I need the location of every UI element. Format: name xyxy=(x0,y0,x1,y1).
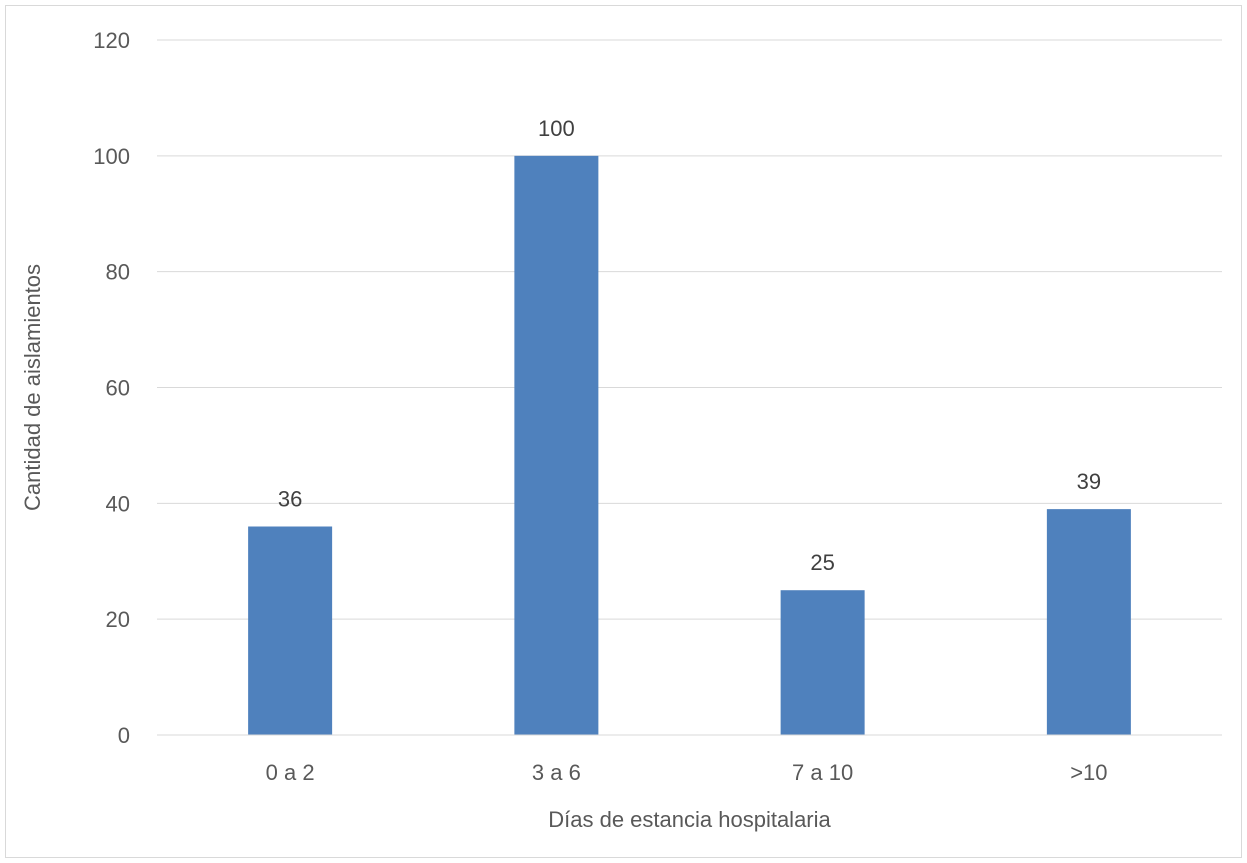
y-tick-label: 0 xyxy=(118,723,130,748)
x-tick-label: >10 xyxy=(1070,760,1107,785)
bar-2 xyxy=(514,155,599,736)
y-tick-label: 40 xyxy=(106,491,130,516)
y-tick-label: 100 xyxy=(93,144,130,169)
data-labels: 36 100 25 39 xyxy=(278,116,1101,575)
x-tick-label: 3 a 6 xyxy=(532,760,581,785)
bar-4 xyxy=(1046,509,1131,735)
y-axis-title: Cantidad de aislamientos xyxy=(20,264,45,511)
x-axis-ticks: 0 a 2 3 a 6 7 a 10 >10 xyxy=(266,760,1108,785)
chart-frame xyxy=(5,5,1242,858)
y-axis-ticks: 0 20 40 60 80 100 120 xyxy=(93,28,130,748)
bar-3 xyxy=(780,590,865,735)
y-tick-label: 20 xyxy=(106,607,130,632)
bar-1 xyxy=(248,526,333,735)
data-label: 36 xyxy=(278,487,302,512)
bars xyxy=(248,155,1131,736)
y-tick-label: 120 xyxy=(93,28,130,53)
data-label: 100 xyxy=(538,116,575,141)
y-tick-label: 60 xyxy=(106,376,130,401)
data-label: 25 xyxy=(810,550,834,575)
y-tick-label: 80 xyxy=(106,260,130,285)
x-axis-title: Días de estancia hospitalaria xyxy=(548,807,831,832)
data-label: 39 xyxy=(1077,469,1101,494)
x-tick-label: 7 a 10 xyxy=(792,760,853,785)
gridlines xyxy=(157,39,1222,620)
x-tick-label: 0 a 2 xyxy=(266,760,315,785)
